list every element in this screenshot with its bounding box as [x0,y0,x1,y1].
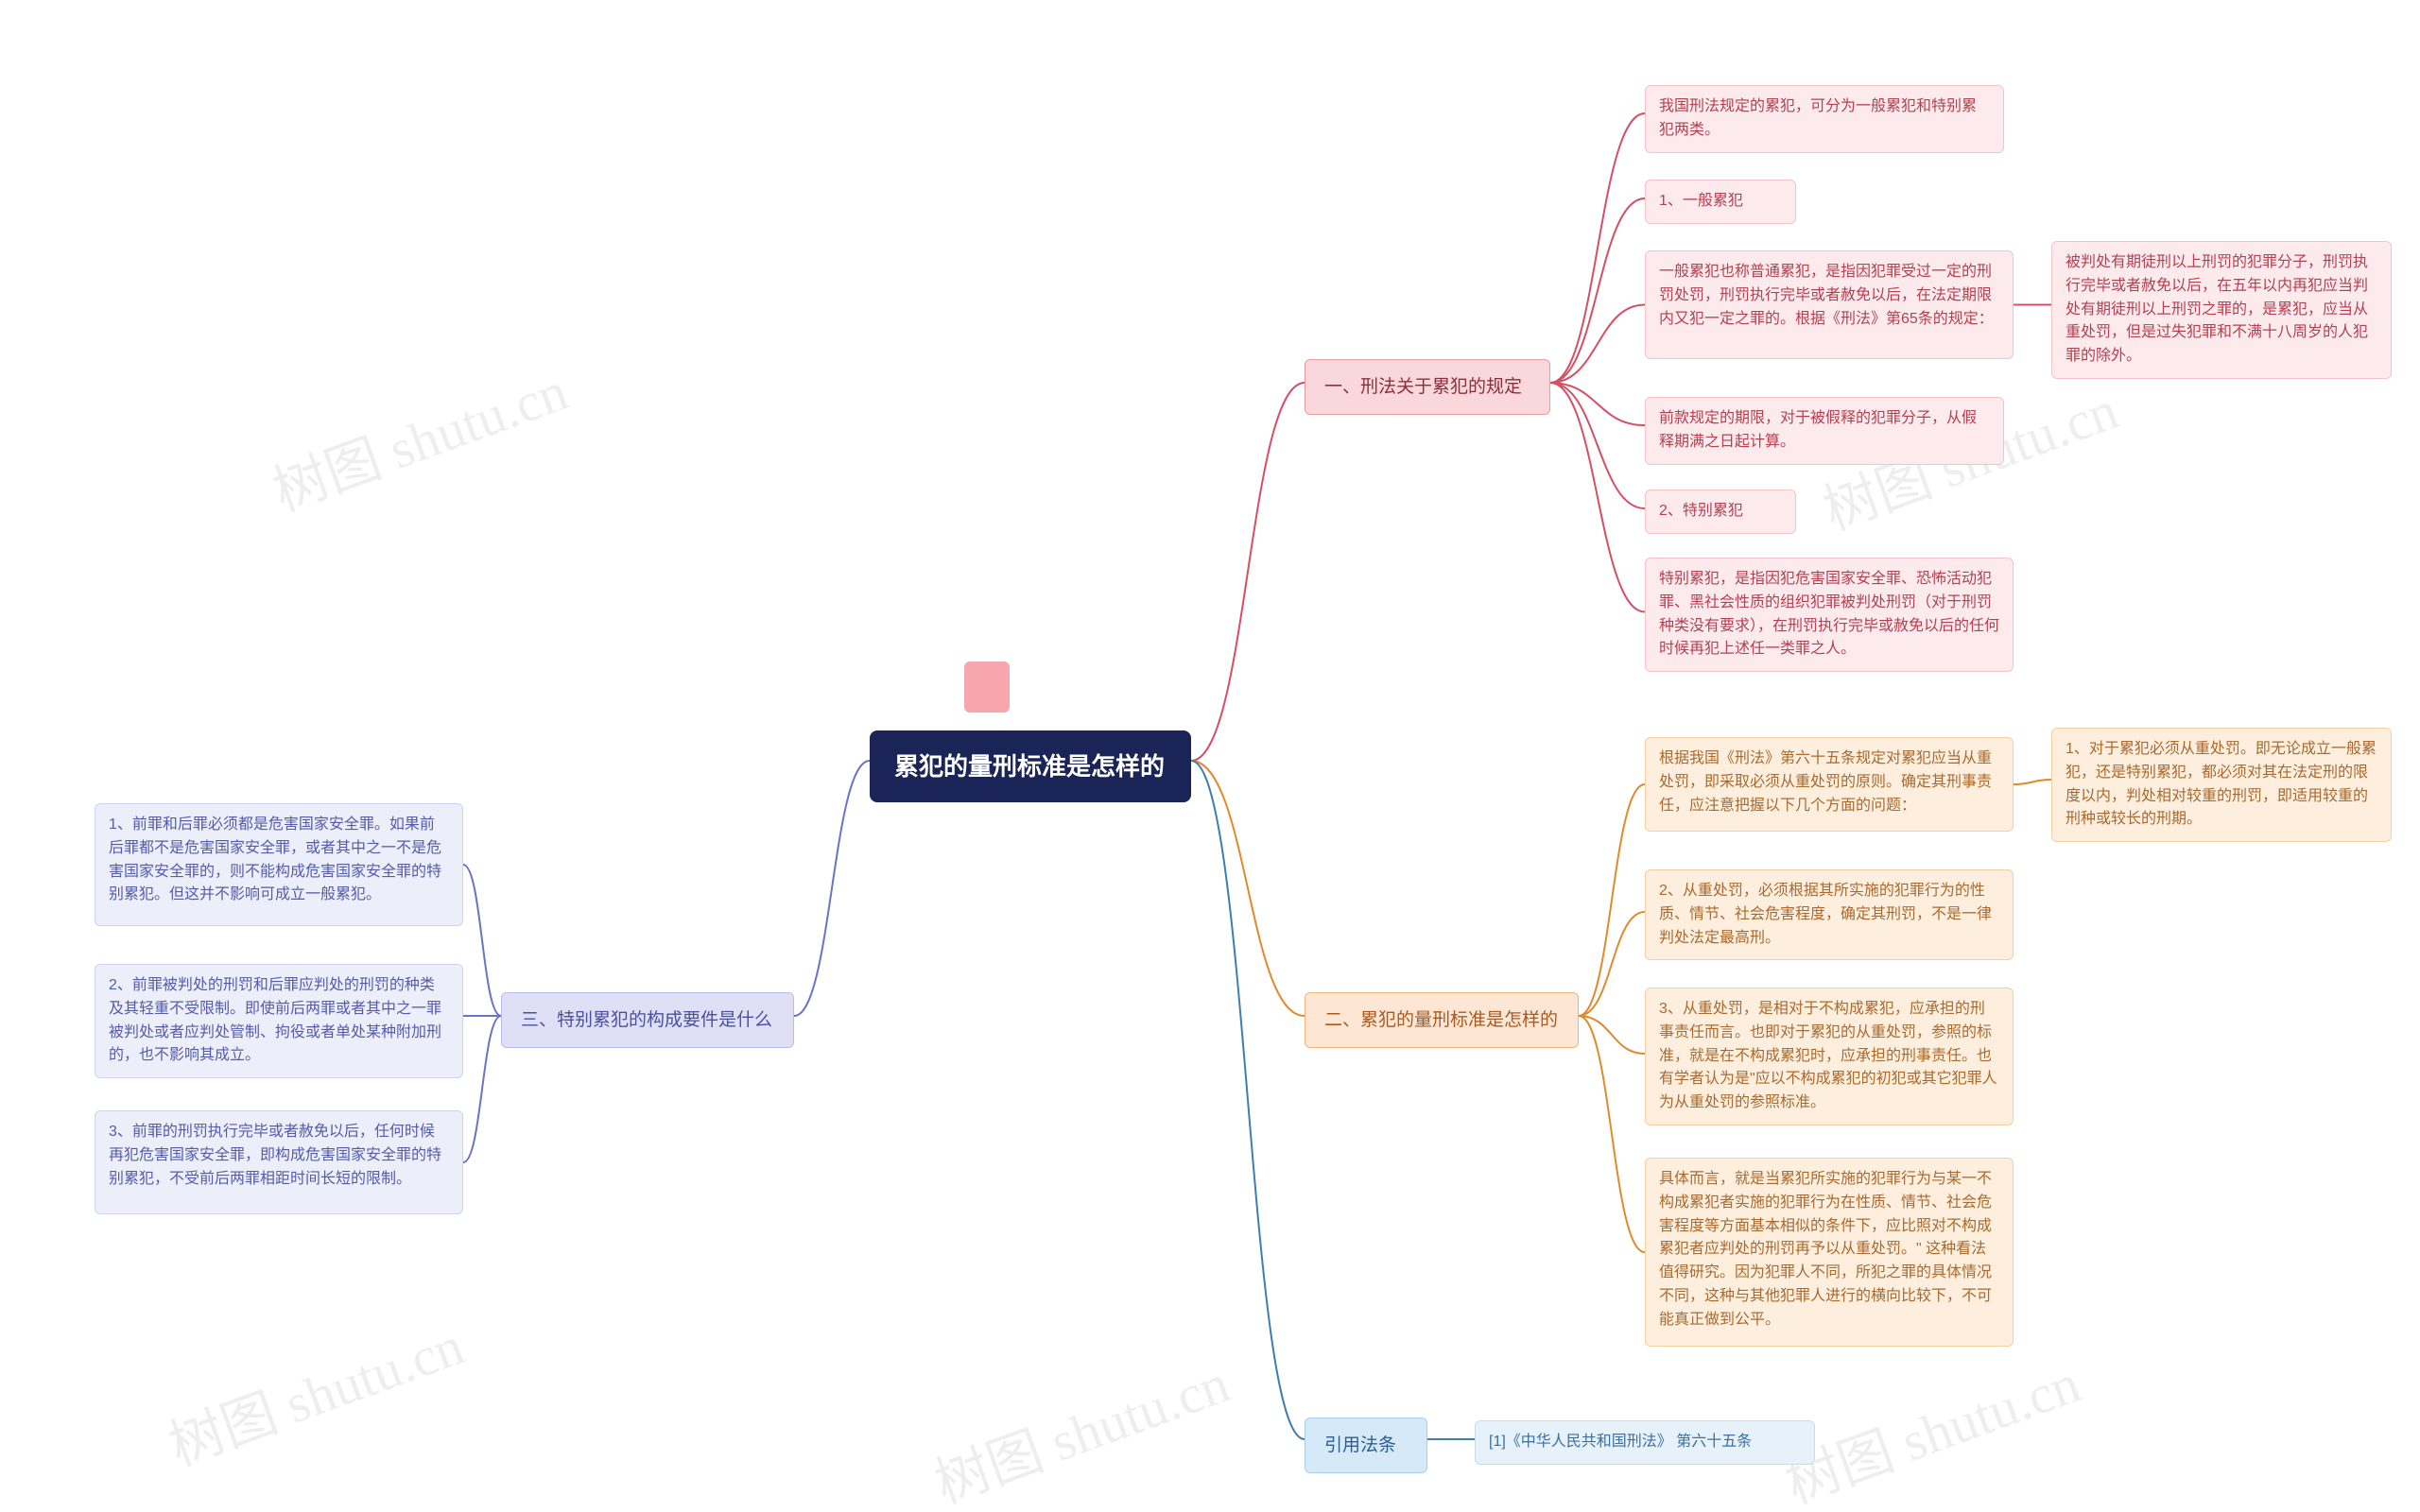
leaf-node: 3、从重处罚，是相对于不构成累犯，应承担的刑事责任而言。也即对于累犯的从重处罚，… [1645,988,2014,1125]
leaf-node: 1、一般累犯 [1645,180,1796,224]
node-label: [1]《中华人民共和国刑法》 第六十五条 [1489,1434,1752,1450]
node-label: 1、对于累犯必须从重处罚。即无论成立一般累犯，还是特别累犯，都必须对其在法定刑的… [2066,741,2377,827]
node-label: 2、特别累犯 [1659,503,1743,519]
watermark: 树图 shutu.cn [156,1301,473,1481]
leaf-node: 具体而言，就是当累犯所实施的犯罪行为与某一不构成累犯者实施的犯罪行为在性质、情节… [1645,1158,2014,1347]
leaf-node: 3、前罪的刑罚执行完毕或者赦免以后，任何时候再犯危害国家安全罪，即构成危害国家安… [95,1110,463,1214]
node-label: 2、前罪被判处的刑罚和后罪应判处的刑罚的种类及其轻重不受限制。即使前后两罪或者其… [109,977,441,1063]
leaf-node: 一般累犯也称普通累犯，是指因犯罪受过一定的刑罚处罚，刑罚执行完毕或者赦免以后，在… [1645,250,2014,359]
watermark: 树图 shutu.cn [1772,1339,2089,1512]
leaf-node: 1、对于累犯必须从重处罚。即无论成立一般累犯，还是特别累犯，都必须对其在法定刑的… [2051,728,2392,842]
node-label: 三、特别累犯的构成要件是什么 [521,1010,772,1030]
leaf-node: 前款规定的期限，对于被假释的犯罪分子，从假释期满之日起计算。 [1645,397,2004,465]
node-label: 3、前罪的刑罚执行完毕或者赦免以后，任何时候再犯危害国家安全罪，即构成危害国家安… [109,1124,441,1187]
node-label: 被判处有期徒刑以上刑罚的犯罪分子，刑罚执行完毕或者赦免以后，在五年以内再犯应当判… [2066,254,2368,364]
node-label: 具体而言，就是当累犯所实施的犯罪行为与某一不构成累犯者实施的犯罪行为在性质、情节… [1659,1171,1992,1328]
leaf-node: 我国刑法规定的累犯，可分为一般累犯和特别累犯两类。 [1645,85,2004,153]
node-label: 2、从重处罚，必须根据其所实施的犯罪行为的性质、情节、社会危害程度，确定其刑罚，… [1659,883,1992,946]
node-label: 一般累犯也称普通累犯，是指因犯罪受过一定的刑罚处罚，刑罚执行完毕或者赦免以后，在… [1659,264,1994,327]
branch-node: 一、刑法关于累犯的规定 [1305,359,1550,415]
leaf-node: 2、前罪被判处的刑罚和后罪应判处的刑罚的种类及其轻重不受限制。即使前后两罪或者其… [95,964,463,1078]
watermark: 树图 shutu.cn [260,347,577,526]
node-label: 二、累犯的量刑标准是怎样的 [1324,1010,1558,1030]
node-label: 前款规定的期限，对于被假释的犯罪分子，从假释期满之日起计算。 [1659,410,1977,450]
leaf-node: 2、从重处罚，必须根据其所实施的犯罪行为的性质、情节、社会危害程度，确定其刑罚，… [1645,869,2014,960]
node-label: 我国刑法规定的累犯，可分为一般累犯和特别累犯两类。 [1659,98,1977,138]
branch-node: 引用法条 [1305,1418,1427,1473]
node-label: 根据我国《刑法》第六十五条规定对累犯应当从重处罚，即采取必须从重处罚的原则。确定… [1659,750,1992,814]
branch-node: 三、特别累犯的构成要件是什么 [501,992,794,1048]
leaf-node: 被判处有期徒刑以上刑罚的犯罪分子，刑罚执行完毕或者赦免以后，在五年以内再犯应当判… [2051,241,2392,379]
node-label: 引用法条 [1324,1435,1396,1455]
leaf-node: 特别累犯，是指因犯危害国家安全罪、恐怖活动犯罪、黑社会性质的组织犯罪被判处刑罚（… [1645,558,2014,672]
leaf-node: 根据我国《刑法》第六十五条规定对累犯应当从重处罚，即采取必须从重处罚的原则。确定… [1645,737,2014,832]
node-label: 1、前罪和后罪必须都是危害国家安全罪。如果前后罪都不是危害国家安全罪，或者其中之… [109,816,441,902]
root-label: 累犯的量刑标准是怎样的 [894,752,1165,781]
branch-node: 二、累犯的量刑标准是怎样的 [1305,992,1579,1048]
leaf-node: 2、特别累犯 [1645,490,1796,534]
node-label: 3、从重处罚，是相对于不构成累犯，应承担的刑事责任而言。也即对于累犯的从重处罚，… [1659,1001,1997,1110]
node-label: 特别累犯，是指因犯危害国家安全罪、恐怖活动犯罪、黑社会性质的组织犯罪被判处刑罚（… [1659,571,1999,657]
leaf-node: 1、前罪和后罪必须都是危害国家安全罪。如果前后罪都不是危害国家安全罪，或者其中之… [95,803,463,926]
node-label: 1、一般累犯 [1659,193,1743,209]
root-decor [964,662,1010,713]
watermark: 树图 shutu.cn [922,1339,1238,1512]
root-node: 累犯的量刑标准是怎样的 [870,730,1191,802]
leaf-node: [1]《中华人民共和国刑法》 第六十五条 [1475,1420,1815,1465]
node-label: 一、刑法关于累犯的规定 [1324,377,1522,397]
